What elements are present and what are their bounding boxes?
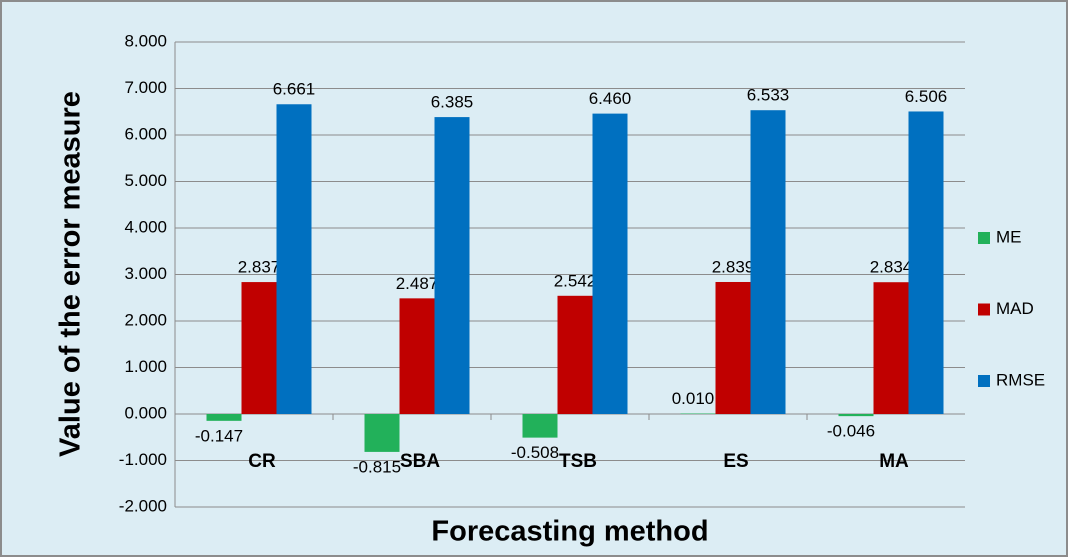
legend-label: MAD [996,299,1034,318]
x-tick-label: ES [723,451,748,472]
data-label: 2.834 [870,258,913,277]
y-tick-label: -1.000 [119,450,167,469]
y-tick-label: 8.000 [124,31,167,50]
legend-label: RMSE [996,370,1045,389]
bar [750,110,786,414]
data-label: 0.010 [672,389,715,408]
data-label: 6.506 [905,87,948,106]
x-tick-label: SBA [400,451,440,472]
x-tick-label: CR [248,451,276,472]
legend-swatch [978,375,990,387]
data-label: 6.533 [747,86,790,105]
bar [364,414,400,452]
bar [522,414,558,438]
y-tick-label: 2.000 [124,310,167,329]
bar [873,282,909,414]
bar [276,104,312,415]
bar [206,414,242,421]
x-tick-label: TSB [559,451,597,472]
y-tick-label: 7.000 [124,78,167,97]
data-label: -0.815 [353,457,401,476]
data-label: 2.487 [396,274,439,293]
y-axis-title: Value of the error measure [55,91,87,457]
data-label: 6.661 [273,80,316,99]
y-tick-label: 1.000 [124,357,167,376]
legend-swatch [978,232,990,244]
bar [557,295,593,414]
data-label: 6.460 [589,89,632,108]
bar [399,298,435,414]
y-tick-label: 3.000 [124,264,167,283]
data-label: -0.508 [511,443,559,462]
bar [715,281,751,414]
data-label: 6.385 [431,93,474,112]
x-tick-label: MA [879,451,909,472]
data-label: 2.542 [554,271,597,290]
data-label: -0.147 [195,426,243,445]
data-label: -0.046 [827,422,875,441]
y-tick-label: 0.000 [124,403,167,422]
bar [908,111,944,414]
bar [434,117,470,414]
data-label: 2.839 [712,257,755,276]
legend-label: ME [996,227,1022,246]
legend-swatch [978,303,990,316]
bar [241,282,277,414]
bar [592,113,628,415]
y-tick-label: 6.000 [124,124,167,143]
x-axis-title: Forecasting method [431,516,708,548]
bar [838,414,874,417]
y-tick-label: -2.000 [119,496,167,515]
data-label: 2.837 [238,258,281,277]
y-tick-label: 5.000 [124,171,167,190]
y-tick-label: 4.000 [124,217,167,236]
